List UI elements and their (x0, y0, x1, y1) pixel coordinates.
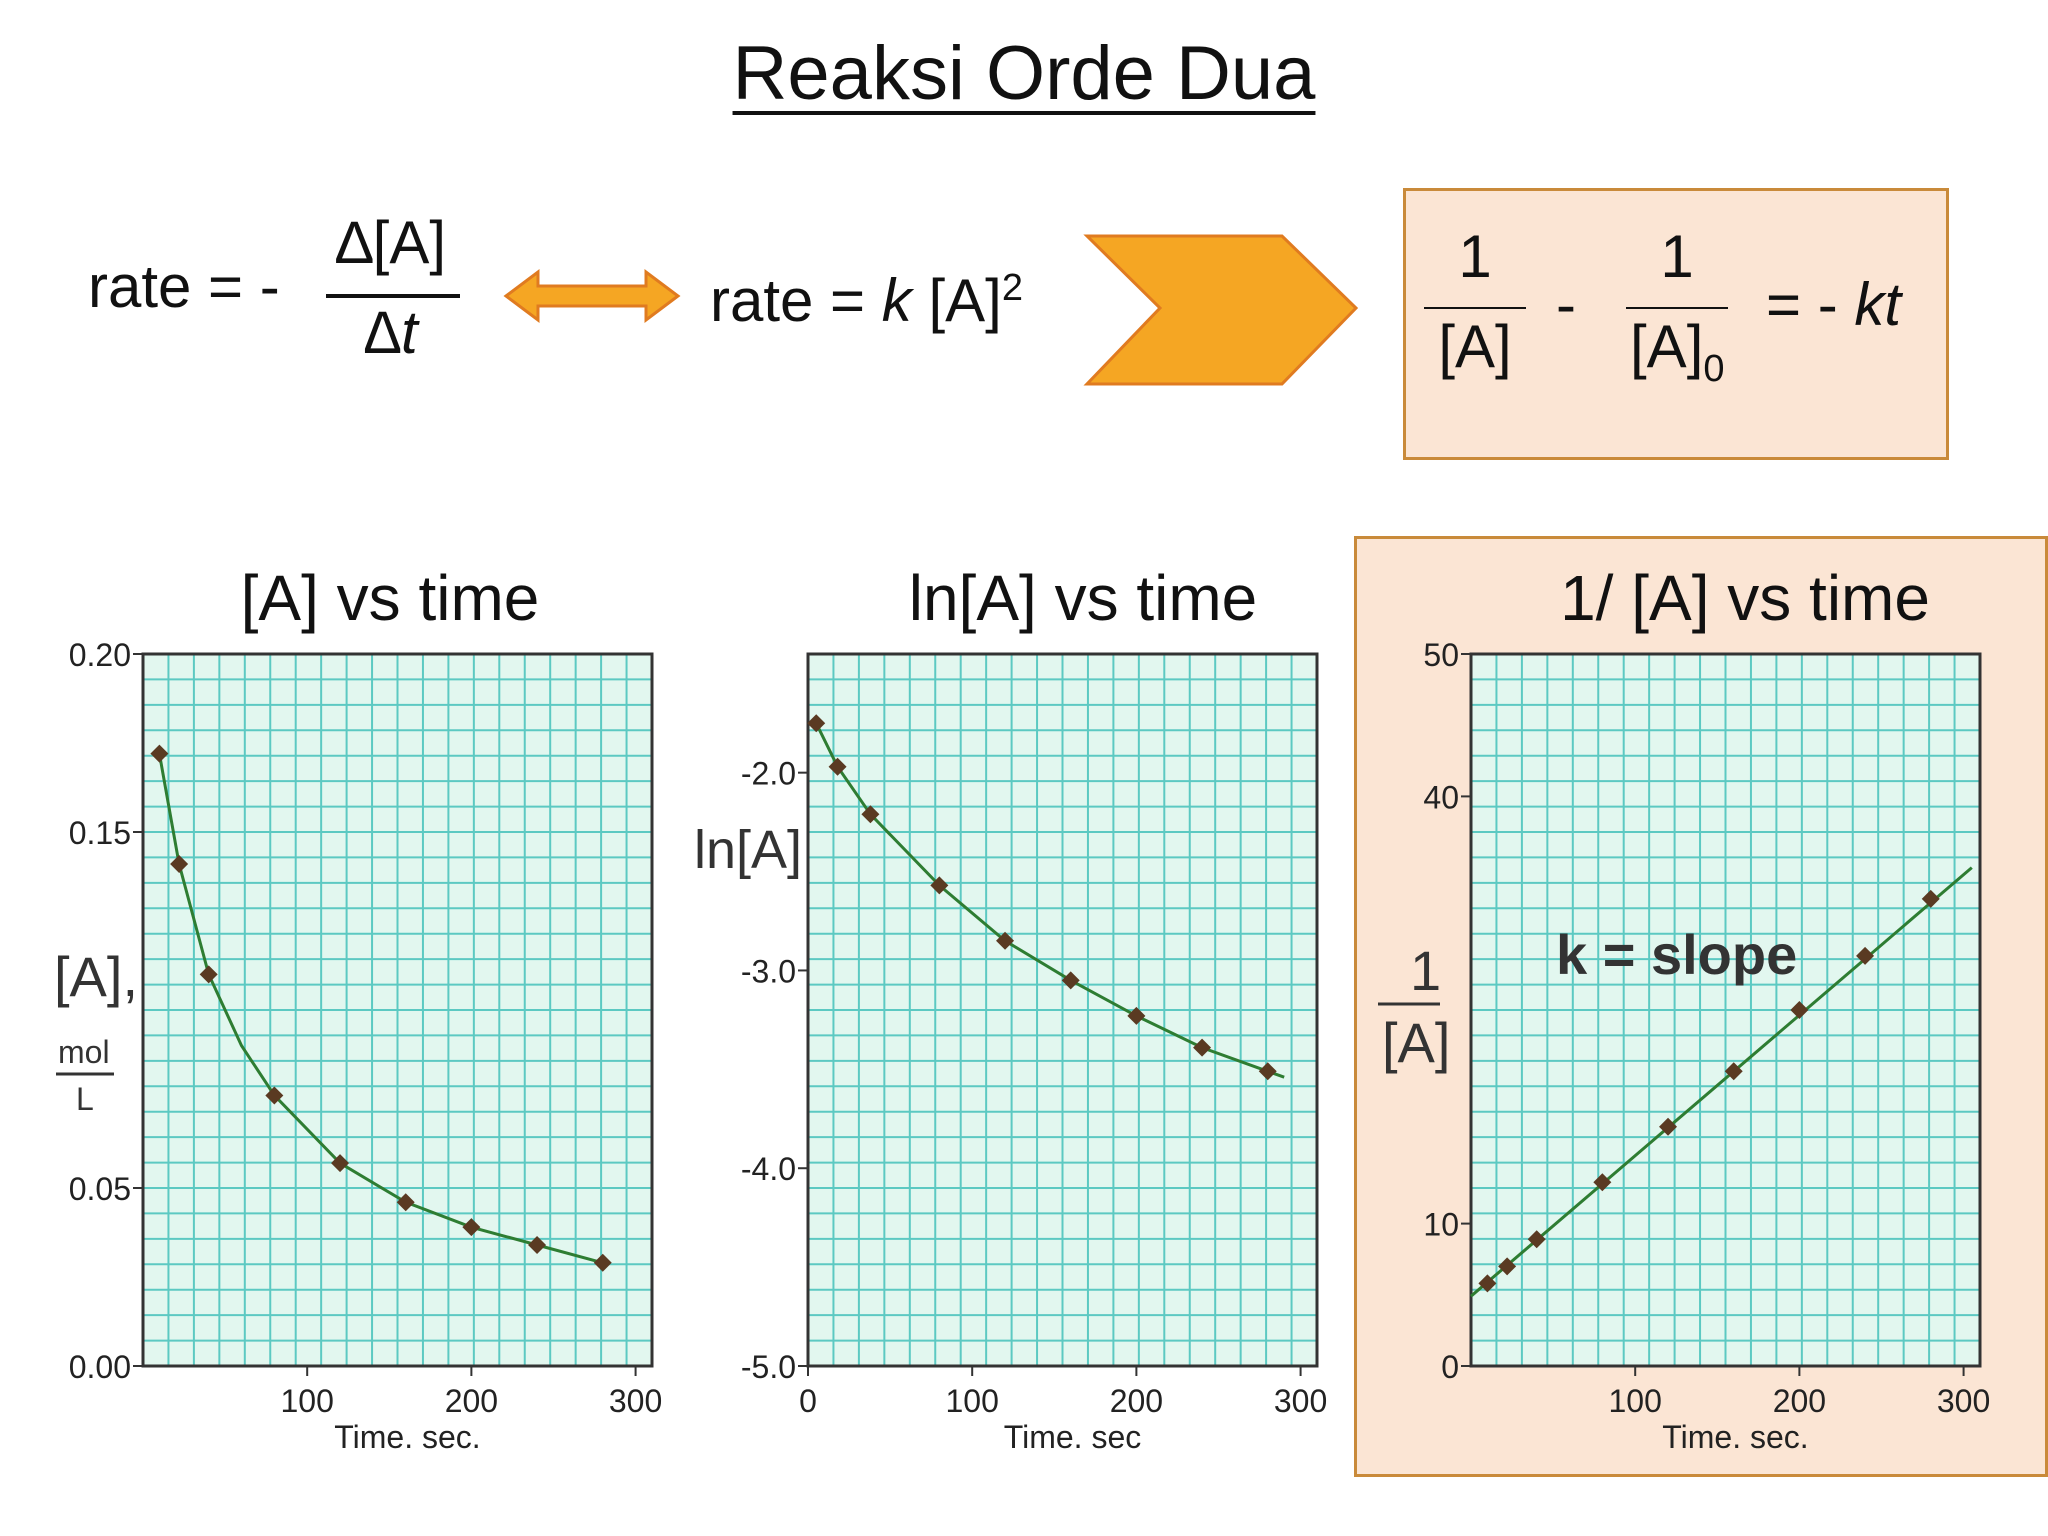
data-point (462, 1218, 481, 1237)
data-point (150, 744, 169, 763)
integrated-rate-law-box (1403, 188, 1949, 460)
data-point (199, 965, 218, 984)
y-tick-label: 40 (1423, 779, 1459, 815)
integrated-num1: 1 (1458, 223, 1492, 290)
integrated-kt: kt (1854, 271, 1902, 338)
y-tick-label: 0.20 (69, 637, 131, 673)
page-title: Reaksi Orde Dua (0, 30, 2048, 117)
integrated-den2-sub: 0 (1703, 348, 1725, 390)
chart-title: 1/ [A] vs time (1560, 562, 1930, 634)
integrated-den2: [A]0 (1630, 312, 1725, 391)
x-tick-label: 100 (280, 1383, 333, 1419)
series-line (1470, 866, 1973, 1298)
plot-frame (141, 652, 654, 1368)
y-axis-label-2: ln[A] (694, 820, 802, 880)
data-point (331, 1154, 350, 1173)
data-point (396, 1193, 415, 1212)
chart-2: ln[A] vs time -2.0 -3.0 -4.0 -5.00 100 200 300 T… (741, 562, 1327, 1455)
integrated-den1: [A] (1438, 313, 1512, 380)
page-title-text: Reaksi Orde Dua (732, 31, 1316, 116)
chart-1: [A] vs time 0.00 0.05 0.15 0.20 100 200 300 Time… (69, 562, 663, 1455)
data-point (528, 1235, 547, 1254)
x-tick-label: 300 (1274, 1383, 1327, 1419)
x-axis-label: Time. sec. (1662, 1419, 1808, 1455)
integrated-rhs-eq: = - (1766, 271, 1838, 338)
slope-annotation: k = slope (1556, 923, 1797, 986)
data-point (1193, 1038, 1212, 1057)
rate-law-k: k (881, 267, 912, 334)
y-tick-label: 0.00 (69, 1349, 131, 1385)
data-point (930, 876, 949, 895)
plot-frame (1469, 652, 1982, 1368)
y-axis-label-3-numerator: 1 (1410, 939, 1441, 1002)
plot-frame (806, 652, 1319, 1368)
data-point (1659, 1117, 1678, 1136)
rate-definition-fraction-bar (326, 294, 460, 298)
x-axis-label: Time. sec (1004, 1419, 1142, 1455)
data-point (1498, 1257, 1517, 1276)
rate-law-conc: [A] (928, 267, 1002, 334)
y-tick-label: 0 (1441, 1349, 1459, 1385)
data-point (1921, 889, 1940, 908)
rate-law-exponent: 2 (1001, 267, 1023, 309)
integrated-rhs: = - kt (1766, 270, 1901, 339)
integrated-fraction-bar-1 (1424, 307, 1526, 309)
chart-title: ln[A] vs time (909, 562, 1258, 634)
integrated-den2-text: [A] (1630, 313, 1704, 380)
data-point (1061, 971, 1080, 990)
data-point (996, 931, 1015, 950)
y-tick-label: -5.0 (741, 1349, 796, 1385)
chart-3: 1/ [A] vs time 0 10 40 50 100 200 300 Time. sec. (1423, 562, 1990, 1455)
data-point (1724, 1062, 1743, 1081)
chart-title: [A] vs time (241, 562, 540, 634)
y-tick-label: -3.0 (741, 953, 796, 989)
y-tick-label: 0.15 (69, 815, 131, 851)
data-point (265, 1086, 284, 1105)
data-point (1258, 1062, 1277, 1081)
data-point (807, 714, 826, 733)
integrated-num2: 1 (1660, 223, 1694, 290)
y-axis-labels: [A], mol Lln[A] 1 [A] k = slope (54, 820, 1797, 1117)
data-point (170, 855, 189, 874)
rate-law: rate = k [A]2 (710, 266, 1023, 335)
data-point (593, 1253, 612, 1272)
x-tick-label: 100 (1608, 1383, 1661, 1419)
y-axis-label-1: [A], (54, 945, 138, 1008)
y-axis-label-3-denominator: [A] (1382, 1011, 1450, 1074)
integrated-minus: - (1556, 271, 1576, 338)
data-point (861, 805, 880, 824)
rate-law-prefix: rate = (710, 267, 866, 334)
series-line (814, 722, 1285, 1079)
data-point (1127, 1006, 1146, 1025)
y-axis-unit-denominator: L (76, 1081, 94, 1117)
y-tick-label: -2.0 (741, 756, 796, 792)
x-tick-label: 200 (445, 1383, 498, 1419)
y-tick-label: 50 (1423, 637, 1459, 673)
x-tick-label: 200 (1110, 1383, 1163, 1419)
data-point (1593, 1173, 1612, 1192)
data-point (1478, 1274, 1497, 1293)
x-tick-label: 100 (945, 1383, 998, 1419)
x-tick-label: 300 (1937, 1383, 1990, 1419)
integrated-fraction-bar-2 (1626, 307, 1728, 309)
rate-definition-denominator: ∆t (364, 299, 418, 366)
y-tick-label: 10 (1423, 1207, 1459, 1243)
x-tick-label: 300 (609, 1383, 662, 1419)
data-point (828, 757, 847, 776)
x-tick-label: 0 (799, 1383, 817, 1419)
data-point (1790, 1001, 1809, 1019)
series-line (157, 753, 604, 1265)
x-tick-label: 200 (1773, 1383, 1826, 1419)
x-axis-label: Time. sec. (334, 1419, 480, 1455)
rate-definition-lhs: rate = - (88, 253, 280, 320)
data-point (1527, 1230, 1546, 1249)
rate-definition-numerator: ∆[A] (335, 209, 447, 276)
data-point (1856, 946, 1875, 965)
y-tick-label: 0.05 (69, 1171, 131, 1207)
y-axis-unit-numerator: mol (58, 1034, 110, 1070)
y-tick-label: -4.0 (741, 1151, 796, 1187)
